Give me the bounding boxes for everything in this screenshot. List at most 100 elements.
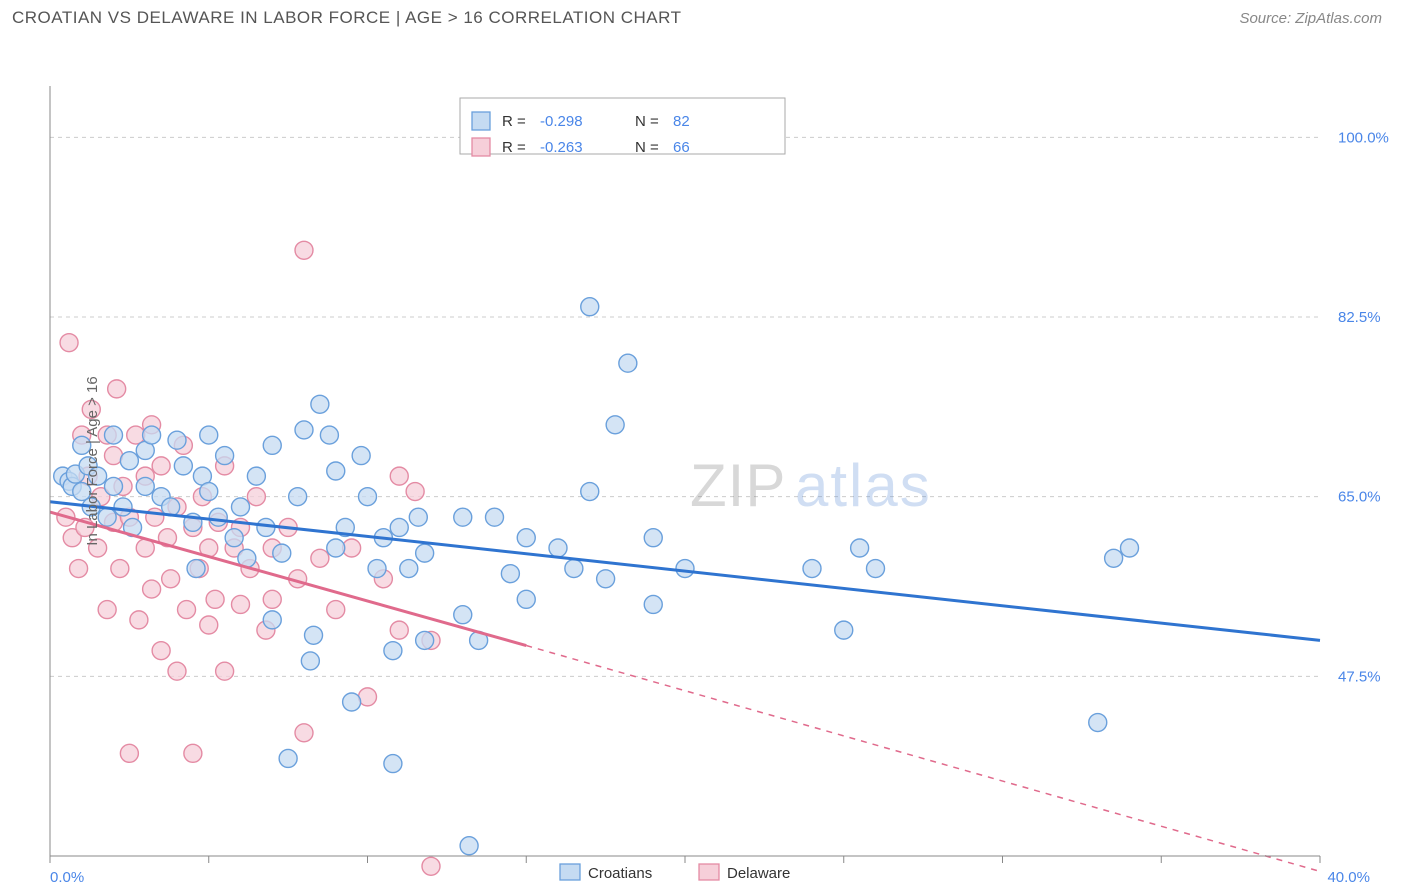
chart-container: In Labor Force | Age > 16 47.5%65.0%82.5… [0,36,1406,886]
data-point [70,560,88,578]
trend-line [50,502,1320,641]
x-tick-label: 40.0% [1327,869,1370,886]
data-point [98,601,116,619]
x-tick-label: 0.0% [50,869,84,886]
data-point [247,467,265,485]
data-point [216,662,234,680]
data-point [390,467,408,485]
data-point [200,426,218,444]
data-point [565,560,583,578]
legend-swatch [699,864,719,880]
data-point [454,508,472,526]
data-point [320,426,338,444]
data-point [206,590,224,608]
data-point [501,565,519,583]
data-point [130,611,148,629]
legend-n-value: 82 [673,113,690,130]
data-point [581,483,599,501]
y-tick-label: 65.0% [1338,489,1381,506]
data-point [60,334,78,352]
data-point [108,380,126,398]
data-point [327,462,345,480]
data-point [178,601,196,619]
data-point [606,416,624,434]
legend-swatch [560,864,580,880]
legend-r-value: -0.263 [540,139,583,156]
data-point [384,755,402,773]
data-point [120,744,138,762]
data-point [247,488,265,506]
data-point [111,560,129,578]
data-point [835,621,853,639]
data-point [867,560,885,578]
data-point [263,590,281,608]
data-point [581,298,599,316]
data-point [409,508,427,526]
data-point [327,601,345,619]
data-point [803,560,821,578]
data-point [549,539,567,557]
data-point [168,662,186,680]
y-tick-label: 100.0% [1338,129,1389,146]
data-point [1105,549,1123,567]
legend-n-value: 66 [673,139,690,156]
data-point [232,498,250,516]
data-point [416,544,434,562]
legend-r-value: -0.298 [540,113,583,130]
watermark-text: ZIP [690,452,786,519]
data-point [384,642,402,660]
data-point [168,431,186,449]
data-point [311,395,329,413]
data-point [136,477,154,495]
data-point [368,560,386,578]
legend-swatch [472,112,490,130]
data-point [676,560,694,578]
y-axis-label: In Labor Force | Age > 16 [84,376,101,545]
data-point [422,857,440,875]
legend-label: Delaware [727,865,790,882]
data-point [273,544,291,562]
y-tick-label: 82.5% [1338,309,1381,326]
data-point [146,508,164,526]
data-point [400,560,418,578]
data-point [597,570,615,588]
chart-title: CROATIAN VS DELAWARE IN LABOR FORCE | AG… [12,8,681,28]
data-point [517,590,535,608]
data-point [390,621,408,639]
data-point [416,631,434,649]
data-point [851,539,869,557]
data-point [263,436,281,454]
data-point [390,518,408,536]
y-tick-label: 47.5% [1338,668,1381,685]
data-point [263,611,281,629]
data-point [225,529,243,547]
data-point [305,626,323,644]
data-point [152,642,170,660]
data-point [454,606,472,624]
data-point [406,483,424,501]
data-point [644,529,662,547]
data-point [486,508,504,526]
data-point [187,560,205,578]
data-point [619,354,637,372]
data-point [1089,714,1107,732]
data-point [143,426,161,444]
data-point [200,483,218,501]
legend-r-label: R = [502,139,526,156]
data-point [301,652,319,670]
data-point [105,426,123,444]
data-point [216,447,234,465]
data-point [143,580,161,598]
legend-label: Croatians [588,865,652,882]
legend-swatch [472,138,490,156]
data-point [200,616,218,634]
data-point [209,508,227,526]
data-point [162,570,180,588]
data-point [460,837,478,855]
data-point [120,452,138,470]
data-point [295,724,313,742]
scatter-chart: 47.5%65.0%82.5%100.0%ZIPatlas0.0%40.0%Cr… [0,36,1406,886]
data-point [644,595,662,613]
legend-n-label: N = [635,139,659,156]
data-point [1121,539,1139,557]
